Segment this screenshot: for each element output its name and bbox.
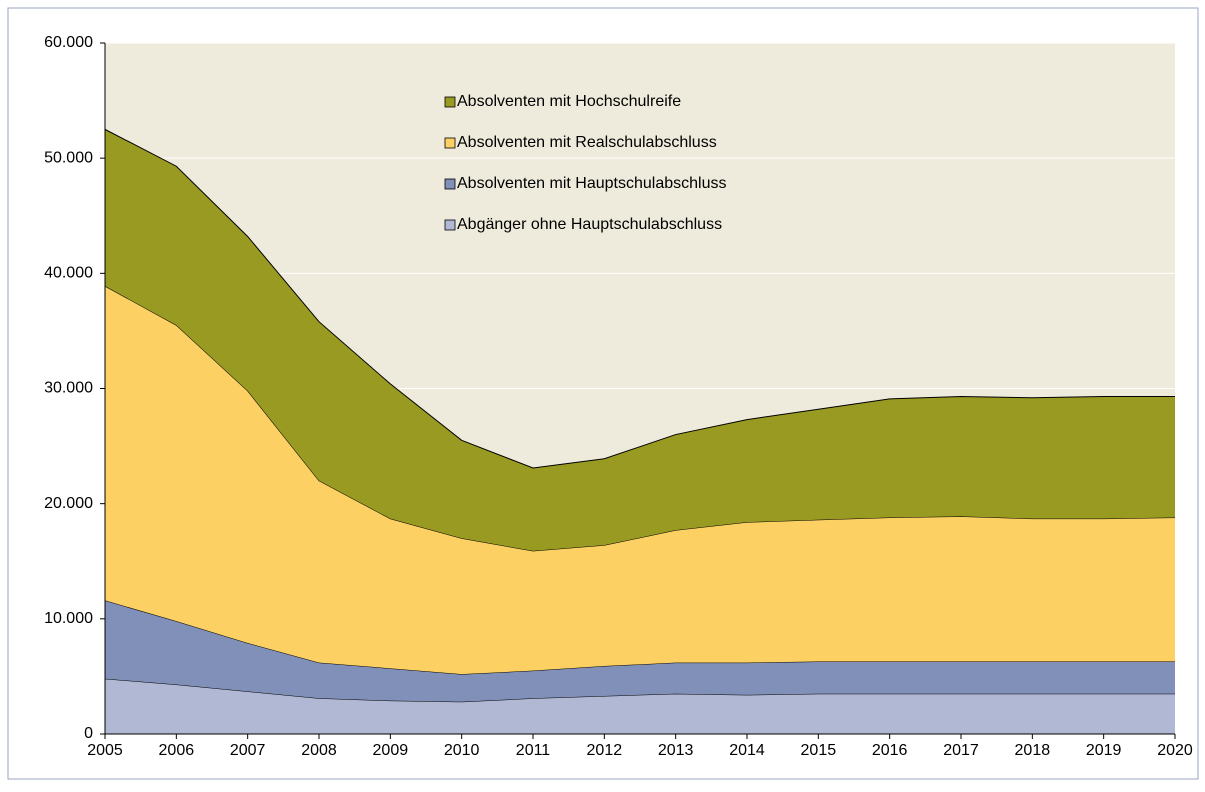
legend-swatch [444, 219, 456, 231]
legend-swatch [444, 96, 456, 108]
x-tick-label: 2016 [872, 742, 908, 759]
x-tick-label: 2019 [1086, 742, 1122, 759]
x-tick-label: 2011 [516, 742, 551, 759]
x-tick-label: 2018 [1015, 742, 1051, 759]
y-tick-label: 40.000 [44, 265, 93, 282]
x-tick-label: 2010 [444, 742, 480, 759]
y-tick-label: 50.000 [44, 149, 93, 166]
x-tick-label: 2013 [658, 742, 694, 759]
y-tick-label: 20.000 [44, 495, 93, 512]
area [105, 600, 1175, 702]
y-tick-label: 30.000 [44, 380, 93, 397]
legend-swatch [444, 178, 456, 190]
y-tick-label: 0 [84, 725, 93, 742]
area [105, 129, 1175, 551]
x-tick-label: 2012 [587, 742, 623, 759]
area-edge [104, 128, 1175, 469]
area [105, 286, 1175, 675]
x-tick-label: 2008 [301, 742, 337, 759]
legend-label: Absolventen mit Hauptschulabschluss [457, 175, 726, 192]
x-tick-label: 2020 [1157, 742, 1193, 759]
legend-label: Absolventen mit Realschulabschluss [457, 134, 717, 151]
x-tick-label: 2017 [943, 742, 979, 759]
legend-label: Abgänger ohne Hauptschulabschluss [457, 216, 722, 233]
x-tick-label: 2009 [373, 742, 409, 759]
x-tick-label: 2007 [230, 742, 266, 759]
legend-label: Absolventen mit Hochschulreife [457, 93, 681, 110]
legend-swatch [444, 137, 456, 149]
y-tick-label: 60.000 [44, 34, 93, 51]
x-tick-label: 2006 [159, 742, 195, 759]
x-tick-label: 2015 [801, 742, 837, 759]
area [105, 678, 1175, 734]
x-tick-label: 2014 [729, 742, 765, 759]
x-tick-label: 2005 [87, 742, 123, 759]
y-tick-label: 10.000 [44, 610, 93, 627]
